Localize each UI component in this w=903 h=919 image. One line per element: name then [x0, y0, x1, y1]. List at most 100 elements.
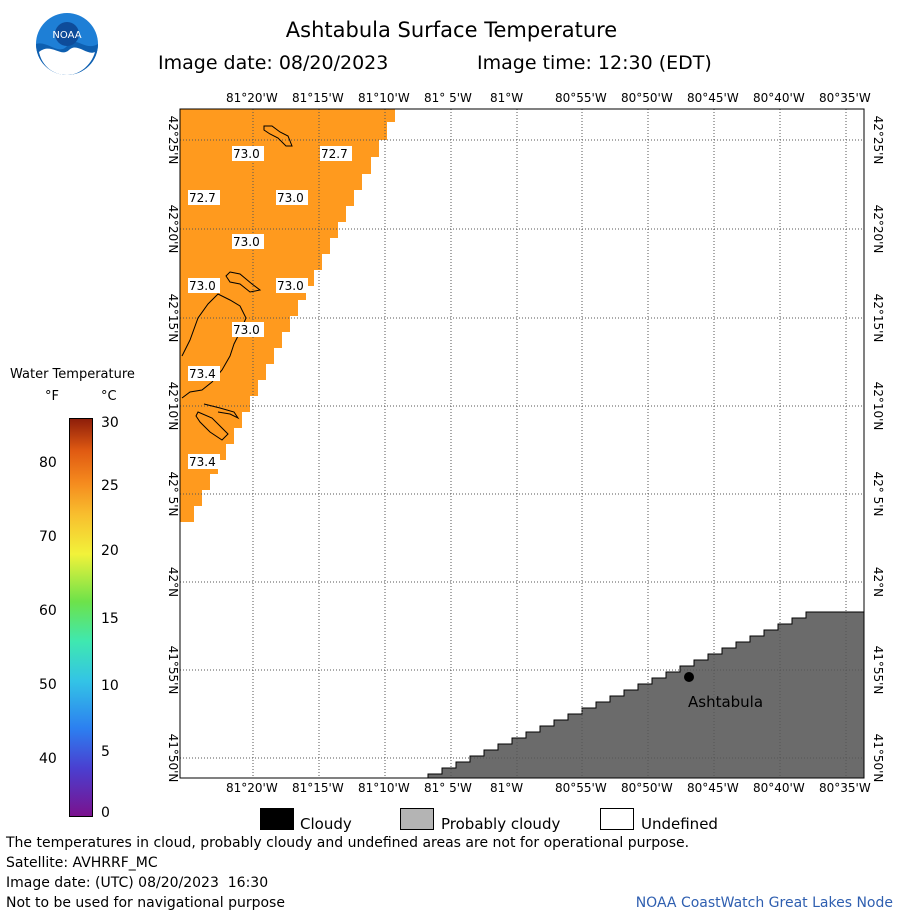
temperature-label-bg	[320, 146, 352, 161]
lon-tick-label-top: 81°15'W	[292, 91, 344, 105]
lon-tick-label-bottom: 81°W	[490, 781, 524, 795]
celsius-tick: 10	[101, 678, 119, 694]
temperature-labels: 73.0 72.7 72.7 73.0 73.0 73.0 73.0 73.0 73.4 73.4	[188, 146, 352, 469]
cloudy-label: Cloudy	[300, 815, 352, 833]
undefined-swatch	[600, 808, 634, 830]
fahrenheit-tick: 40	[39, 751, 57, 767]
lon-tick-label-top: 80°55'W	[555, 91, 607, 105]
temperature-label: 73.4	[189, 367, 216, 381]
lon-tick-label-top: 80°40'W	[753, 91, 805, 105]
temperature-label-bg	[276, 278, 308, 293]
image-time: Image time: 12:30 (EDT)	[477, 52, 712, 74]
lat-tick-label-right: 42°10'N	[871, 381, 885, 431]
lat-tick-label-left: 42°10'N	[166, 381, 180, 431]
probably-cloudy-swatch	[400, 808, 434, 830]
lat-tick-label-right: 42°20'N	[871, 204, 885, 254]
lat-tick-label-left: 41°55'N	[166, 645, 180, 695]
logo-text: NOAA	[52, 30, 81, 41]
probably-cloudy-label: Probably cloudy	[441, 815, 561, 833]
unit-celsius: °C	[101, 389, 117, 404]
contour-line	[203, 403, 240, 420]
celsius-tick: 15	[101, 611, 119, 627]
temperature-label-bg	[188, 454, 220, 469]
lon-tick-label-top: 81° 5'W	[424, 91, 472, 105]
lat-tick-label-left: 41°50'N	[166, 733, 180, 783]
fahrenheit-tick: 80	[39, 455, 57, 471]
lon-tick-label-bottom: 80°55'W	[555, 781, 607, 795]
lon-tick-label-top: 80°35'W	[819, 91, 871, 105]
lon-tick-label-bottom: 80°40'W	[753, 781, 805, 795]
lon-tick-label-bottom: 80°45'W	[687, 781, 739, 795]
footer-utc-date: Image date: (UTC) 08/20/2023 16:30	[6, 875, 269, 891]
fahrenheit-tick: 60	[39, 603, 57, 619]
temperature-label-bg	[188, 278, 220, 293]
lat-tick-label-right: 42°N	[871, 566, 885, 598]
image-date: Image date: 08/20/2023	[158, 52, 389, 74]
footer-satellite: Satellite: AVHRRF_MC	[6, 855, 158, 871]
lat-tick-label-right: 42° 5'N	[871, 471, 885, 517]
lon-tick-label-bottom: 80°50'W	[621, 781, 673, 795]
color-scale-bar	[69, 418, 93, 817]
temperature-label: 73.0	[233, 235, 260, 249]
temperature-label: 73.0	[233, 147, 260, 161]
celsius-tick: 30	[101, 415, 119, 431]
lon-tick-label-bottom: 81°20'W	[226, 781, 278, 795]
lat-tick-label-right: 42°25'N	[871, 115, 885, 165]
map-frame	[179, 108, 865, 779]
celsius-tick: 20	[101, 543, 119, 559]
city-label: Ashtabula	[688, 693, 763, 711]
lon-tick-label-top: 81°10'W	[358, 91, 410, 105]
temperature-label-bg	[232, 234, 264, 249]
lon-tick-label-top: 81°20'W	[226, 91, 278, 105]
lat-lon-grid	[180, 109, 864, 778]
celsius-tick: 5	[101, 744, 110, 760]
shoreline-land	[427, 611, 865, 779]
lat-tick-label-left: 42°25'N	[166, 115, 180, 165]
footer-navigation: Not to be used for navigational purpose	[6, 895, 285, 911]
temperature-label-bg	[188, 190, 220, 205]
city-marker	[684, 672, 694, 682]
fahrenheit-tick: 50	[39, 677, 57, 693]
temperature-label: 72.7	[321, 147, 348, 161]
lon-tick-label-bottom: 81°10'W	[358, 781, 410, 795]
lat-tick-label-right: 41°50'N	[871, 733, 885, 783]
contour-line	[225, 271, 262, 293]
temperature-label: 73.0	[277, 279, 304, 293]
water-region	[180, 109, 395, 522]
footer-disclaimer: The temperatures in cloud, probably clou…	[6, 835, 690, 851]
lat-tick-label-left: 42°15'N	[166, 293, 180, 343]
footer-credit: NOAA CoastWatch Great Lakes Node	[635, 895, 893, 911]
lon-tick-label-top: 81°W	[490, 91, 524, 105]
temperature-label: 73.0	[233, 323, 260, 337]
undefined-label: Undefined	[641, 815, 718, 833]
lat-tick-label-right: 41°55'N	[871, 645, 885, 695]
land-area	[427, 611, 865, 779]
lat-tick-label-right: 42°15'N	[871, 293, 885, 343]
temperature-label-bg	[232, 146, 264, 161]
map-title: Ashtabula Surface Temperature	[285, 18, 618, 42]
temperature-label: 72.7	[189, 191, 216, 205]
temperature-label-bg	[232, 322, 264, 337]
lon-tick-label-bottom: 80°35'W	[819, 781, 871, 795]
lat-tick-label-left: 42°20'N	[166, 204, 180, 254]
lon-tick-label-bottom: 81° 5'W	[424, 781, 472, 795]
noaa-logo: NOAA	[36, 13, 98, 75]
celsius-tick: 25	[101, 478, 119, 494]
temperature-label-bg	[276, 190, 308, 205]
scale-title: Water Temperature	[10, 367, 135, 382]
cloudy-swatch	[260, 808, 294, 830]
lon-tick-label-top: 80°50'W	[621, 91, 673, 105]
lon-tick-label-top: 80°45'W	[687, 91, 739, 105]
temperature-label: 73.0	[277, 191, 304, 205]
celsius-tick: 0	[101, 805, 110, 821]
lat-tick-label-left: 42° 5'N	[166, 471, 180, 517]
contour-line	[263, 125, 293, 147]
water-temperature-area	[180, 109, 395, 522]
unit-fahrenheit: °F	[45, 389, 59, 404]
temperature-label: 73.0	[189, 279, 216, 293]
fahrenheit-tick: 70	[39, 529, 57, 545]
contour-line	[195, 411, 229, 441]
lon-tick-label-bottom: 81°15'W	[292, 781, 344, 795]
temperature-label-bg	[188, 366, 220, 381]
